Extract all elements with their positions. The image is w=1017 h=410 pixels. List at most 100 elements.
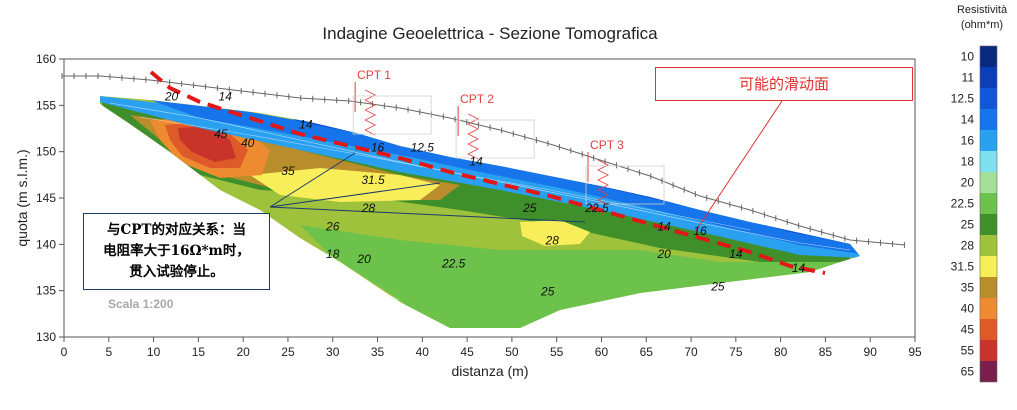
x-tick-label: 50: [505, 345, 519, 359]
colorbar-swatch: [980, 235, 997, 256]
contour-line: [109, 102, 851, 251]
x-tick-label: 5: [105, 345, 112, 359]
x-tick-label: 75: [729, 345, 743, 359]
colorbar-frame: [979, 45, 998, 383]
x-tick-label: 25: [281, 345, 295, 359]
contour-label: 25: [540, 284, 555, 298]
contour-label: 14: [219, 90, 233, 104]
colorbar-level: 65: [961, 365, 975, 379]
colorbar-level: 55: [961, 344, 975, 358]
colorbar-level: 14: [961, 113, 975, 127]
colorbar-level: 40: [961, 302, 975, 316]
y-tick-label: 155: [36, 98, 56, 112]
colorbar-level: 12.5: [951, 92, 975, 106]
colorbar-level: 10: [961, 50, 975, 64]
contour-label: 18: [326, 247, 340, 261]
contour-label: 22.5: [441, 257, 466, 271]
colorbar-level: 45: [961, 323, 975, 337]
slip-surface-line: [149, 70, 826, 275]
contour-label: 20: [356, 252, 371, 266]
topographic-surface: [62, 75, 906, 246]
colorbar-swatch: [980, 88, 997, 109]
x-tick-label: 45: [460, 345, 474, 359]
colorbar-swatch: [980, 130, 997, 151]
y-axis: 130 135 140 145 150 155 160: [36, 52, 64, 344]
contour-label: 22.5: [584, 201, 609, 215]
contour-label: 25: [522, 201, 537, 215]
colorbar-swatch: [980, 172, 997, 193]
colorbar-level: 16: [961, 134, 975, 148]
contour-label: 20: [656, 247, 671, 261]
y-tick-label: 150: [36, 145, 56, 159]
contour-label: 20: [164, 90, 179, 104]
x-tick-label: 80: [774, 345, 788, 359]
colorbar-level: 25: [961, 218, 975, 232]
x-axis-label: distanza (m): [451, 363, 528, 379]
cpt-label: CPT 2: [460, 92, 494, 106]
colorbar-unit: (ohm*m): [961, 19, 1003, 31]
x-tick-label: 90: [864, 345, 878, 359]
contour-label: 14: [469, 155, 483, 169]
contour-label: 12.5: [411, 141, 435, 155]
contour-label: 16: [371, 141, 385, 155]
cpt-trace: [597, 159, 609, 206]
colorbar-swatch: [980, 46, 997, 67]
note-leader-line: [269, 152, 356, 208]
colorbar-level: 18: [961, 155, 975, 169]
x-tick-label: 0: [61, 345, 68, 359]
zone-16: [100, 96, 860, 258]
note-leader-line: [269, 182, 441, 208]
contour-labels: 20 14 45 40 35 14 16 12.5 31.5 14 28 26 25 22.5 28 18 20…: [164, 90, 806, 299]
contour-label: 14: [729, 247, 743, 261]
contour-label: 31.5: [361, 173, 385, 187]
colorbar: 10 11 12.5 14 16 18 20 22.5 25 28 31.5 35 40 45 55 65: [951, 45, 998, 383]
note-line: 贯入试验停止。: [129, 264, 224, 280]
contour-label: 28: [361, 201, 376, 215]
cpt-trace: [467, 113, 480, 160]
note-leader-line: [269, 206, 586, 223]
note-line: 电阻率大于16Ω*m时，: [103, 243, 250, 259]
colorbar-swatch: [980, 319, 997, 340]
zone-22-5: [300, 225, 840, 328]
x-tick-label: 40: [416, 345, 430, 359]
colorbar-swatch: [980, 214, 997, 235]
colorbar-swatch: [980, 193, 997, 214]
colorbar-level: 20: [961, 176, 975, 190]
x-tick-label: 60: [595, 345, 609, 359]
colorbar-swatch: [980, 340, 997, 361]
colorbar-swatch: [980, 67, 997, 88]
colorbar-level: 31.5: [951, 260, 975, 274]
zone-28-lens: [520, 220, 590, 246]
colorbar-level: 11: [962, 71, 975, 85]
cpt-frame: [585, 165, 665, 205]
x-tick-label: 35: [371, 345, 385, 359]
contour-label: 40: [241, 136, 255, 150]
x-tick-label: 20: [236, 345, 250, 359]
x-tick-label: 70: [684, 345, 698, 359]
chart-title: Indagine Geoelettrica - Sezione Tomograf…: [322, 24, 658, 43]
x-tick-label: 55: [550, 345, 564, 359]
colorbar-swatch: [980, 256, 997, 277]
x-tick-label: 10: [147, 345, 161, 359]
y-tick-label: 145: [36, 191, 56, 205]
colorbar-level: 28: [961, 239, 975, 253]
cpt-label: CPT 3: [590, 138, 624, 152]
cpt-markers: CPT 1 CPT 2 CPT 3: [352, 68, 665, 206]
colorbar-swatch: [980, 277, 997, 298]
cpt-correlation-note: 与CPT的对应关系：当 电阻率大于16Ω*m时， 贯入试验停止。: [83, 213, 270, 290]
colorbar-swatch: [980, 151, 997, 172]
colorbar-swatch: [980, 298, 997, 319]
zone-55: [178, 126, 236, 162]
cpt-label: CPT 1: [357, 68, 391, 82]
colorbar-level: 22.5: [951, 197, 975, 211]
contour-label: 14: [792, 261, 806, 275]
cpt-trace: [364, 89, 377, 136]
contour-label: 26: [325, 219, 340, 233]
y-tick-label: 135: [36, 284, 56, 298]
colorbar-swatch: [980, 109, 997, 130]
x-tick-label: 85: [819, 345, 833, 359]
contour-label: 16: [693, 224, 707, 238]
x-tick-label: 95: [908, 345, 922, 359]
colorbar-swatch: [980, 361, 997, 382]
